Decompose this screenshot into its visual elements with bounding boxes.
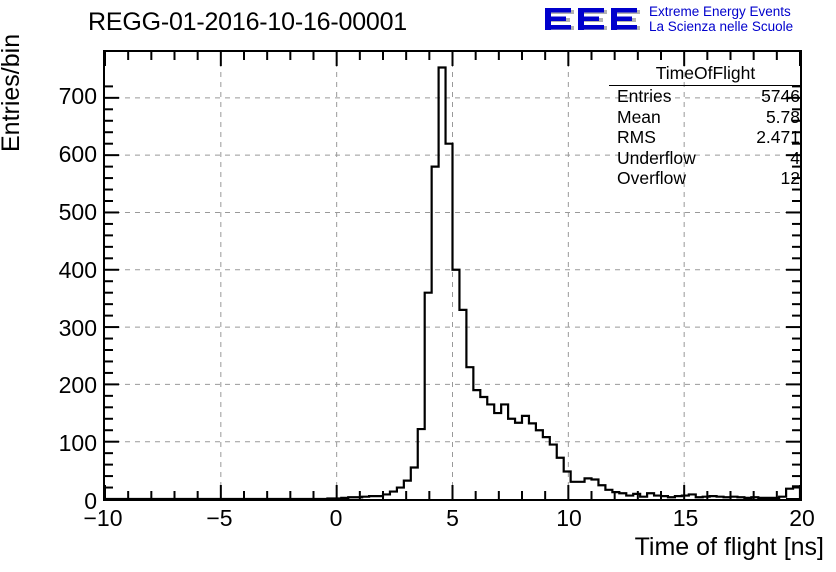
stats-row-value: 12	[780, 168, 800, 188]
eee-logo-text: Extreme Energy Events La Scienza nelle S…	[649, 4, 793, 34]
eee-logo-line2: La Scienza nelle Scuole	[649, 19, 794, 34]
stats-row: Overflow 12	[609, 168, 802, 189]
stats-row-key: Underflow	[617, 147, 696, 168]
stats-row-key: RMS	[617, 127, 656, 147]
y-tick-label: 0	[84, 488, 97, 514]
x-tick-label: −10	[83, 505, 123, 531]
page-title: REGG-01-2016-10-16-00001	[88, 8, 408, 36]
y-axis-label: Entries/bin	[0, 33, 25, 152]
stats-row-value: 2.471	[756, 127, 800, 147]
stats-title: TimeOfFlight	[609, 63, 802, 86]
y-tick-label: 700	[58, 83, 97, 110]
stats-row: Entries 5746	[609, 86, 802, 107]
stats-rows: Entries 5746 Mean 5.78 RMS 2.471 Underflow 4 Ove…	[609, 86, 802, 189]
x-tick-label: 5	[446, 505, 459, 531]
stats-row-key: Mean	[617, 106, 661, 127]
stats-row-value: 4	[790, 147, 800, 168]
stats-row-key: Overflow	[617, 168, 687, 188]
y-tick-label: 400	[58, 256, 97, 283]
eee-logo-icon	[545, 8, 640, 30]
stats-box: TimeOfFlight Entries 5746 Mean 5.78 RMS 2.471…	[609, 63, 802, 189]
x-tick-label: −5	[206, 505, 233, 531]
y-tick-label: 500	[58, 198, 97, 225]
x-tick-label: 15	[672, 505, 699, 531]
stats-row-key: Entries	[617, 86, 672, 106]
stats-row-value: 5.78	[765, 106, 800, 127]
histogram-plot	[105, 52, 800, 499]
y-tick-label: 200	[58, 372, 97, 399]
y-tick-label: 600	[58, 141, 97, 168]
y-tick-label: 100	[58, 430, 97, 457]
eee-logo: Extreme Energy Events La Scienza nelle S…	[543, 4, 833, 38]
plot-frame	[103, 50, 802, 501]
stats-row: RMS 2.471	[609, 127, 802, 148]
x-tick-label: 10	[556, 505, 582, 531]
stats-row: Mean 5.78	[609, 107, 802, 128]
histogram-outline	[105, 66, 800, 499]
stats-row-value: 5746	[761, 86, 800, 106]
x-tick-label: 20	[789, 505, 815, 531]
x-axis-label: Time of flight [ns]	[634, 533, 824, 561]
stats-row: Underflow 4	[609, 148, 802, 169]
x-tick-label: 0	[329, 505, 343, 531]
eee-logo-line1: Extreme Energy Events	[649, 4, 791, 19]
y-tick-label: 300	[58, 314, 97, 341]
